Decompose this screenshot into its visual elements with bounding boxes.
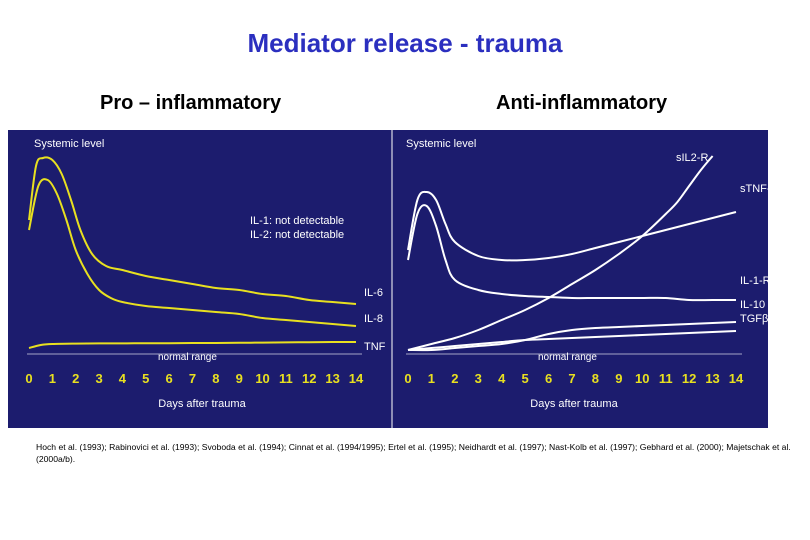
x-tick-label: 10 — [635, 371, 649, 386]
anti-inflammatory-heading: Anti-inflammatory — [496, 92, 668, 114]
series-line-unlabeled — [407, 321, 737, 352]
series-line-tnf — [28, 341, 356, 349]
series-line-il-8 — [28, 178, 357, 327]
series-label: TGFβ — [740, 313, 768, 325]
x-tick-label: 3 — [475, 371, 482, 386]
pro-inflammatory-heading: Pro – inflammatory — [100, 92, 282, 114]
x-tick-label: 3 — [95, 371, 102, 386]
x-tick-label: 4 — [119, 371, 127, 386]
page-title: Mediator release - trauma — [247, 28, 563, 58]
x-tick-label: 5 — [522, 371, 529, 386]
not-detectable-note: IL-1: not detectable — [250, 215, 344, 227]
systemic-level-label: Systemic level — [406, 138, 476, 150]
series-line-il-1-ra — [407, 204, 736, 302]
x-tick-label: 10 — [255, 371, 269, 386]
references-text: Hoch et al. (1993); Rabinovici et al. (1… — [36, 442, 791, 464]
x-tick-label: 7 — [568, 371, 575, 386]
normal-range-label: normal range — [158, 352, 217, 363]
x-axis-label: Days after trauma — [158, 398, 246, 410]
x-tick-label: 4 — [498, 371, 506, 386]
x-tick-label: 11 — [279, 371, 293, 386]
x-tick-label: 5 — [142, 371, 149, 386]
x-tick-label: 13 — [705, 371, 719, 386]
normal-range-label: normal range — [538, 352, 597, 363]
x-tick-label: 2 — [72, 371, 79, 386]
x-tick-label: 12 — [682, 371, 696, 386]
x-tick-label: 8 — [592, 371, 599, 386]
series-label: TNF — [364, 341, 386, 353]
series-label: IL-1-RA — [740, 275, 768, 287]
x-tick-label: 9 — [615, 371, 622, 386]
x-tick-label: 13 — [325, 371, 339, 386]
series-line-il-10-tgf- — [407, 330, 737, 351]
x-tick-label: 9 — [236, 371, 243, 386]
x-axis-label: Days after trauma — [530, 398, 618, 410]
x-tick-label: 2 — [451, 371, 458, 386]
series-label: sTNF-R — [740, 183, 768, 195]
series-line-sil2-r — [407, 155, 714, 351]
x-tick-label: 7 — [189, 371, 196, 386]
series-label: IL-10 — [740, 299, 765, 311]
not-detectable-note: IL-2: not detectable — [250, 229, 344, 241]
systemic-level-label: Systemic level — [34, 138, 104, 150]
x-tick-label: 12 — [302, 371, 316, 386]
x-tick-label: 6 — [545, 371, 552, 386]
x-tick-label: 0 — [404, 371, 411, 386]
x-tick-label: 14 — [349, 371, 364, 386]
series-line-stnf-r — [407, 190, 737, 262]
x-tick-label: 14 — [729, 371, 744, 386]
x-tick-label: 6 — [166, 371, 173, 386]
series-line-il-6 — [28, 156, 357, 305]
series-label: sIL2-R — [676, 152, 708, 164]
chart-panel — [8, 130, 768, 428]
x-tick-label: 0 — [25, 371, 32, 386]
x-tick-label: 11 — [659, 371, 673, 386]
series-label: IL-6 — [364, 287, 383, 299]
series-label: IL-8 — [364, 313, 383, 325]
x-tick-label: 8 — [212, 371, 219, 386]
x-tick-label: 1 — [428, 371, 435, 386]
x-tick-label: 1 — [49, 371, 56, 386]
